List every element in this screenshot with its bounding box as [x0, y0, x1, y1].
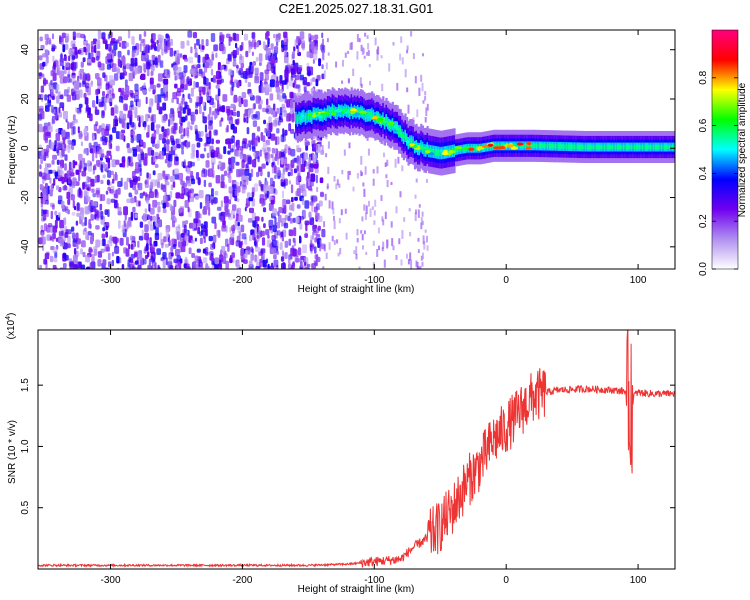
snr-scale-exponent: 4	[5, 316, 12, 320]
y-tick-label: 20	[20, 93, 31, 105]
x-tick-label: -100	[364, 275, 384, 286]
colorbar-gradient	[711, 29, 739, 270]
snr-scale-label: (x104)	[5, 313, 17, 340]
svg-text:(x104): (x104)	[5, 313, 17, 340]
colorbar-tick-label: 0.8	[698, 70, 709, 84]
colorbar-tick-label: 0.6	[698, 118, 709, 132]
snr-series-line	[38, 330, 675, 568]
snr-scale-prefix: (x10	[6, 319, 17, 339]
colorbar-tick-label: 0.4	[698, 166, 709, 180]
y-tick-label: -40	[20, 239, 31, 254]
snr-x-label: Height of straight line (km)	[298, 584, 415, 595]
spectrogram-y-axis: -40 -20 0 20 40	[20, 44, 675, 254]
spectrogram-x-label: Height of straight line (km)	[298, 284, 415, 295]
figure-title: C2E1.2025.027.18.31.G01	[279, 1, 434, 16]
x-tick-label: -200	[232, 575, 252, 586]
spectrogram-heatmap	[38, 30, 675, 269]
x-tick-label: -300	[101, 575, 121, 586]
snr-panel: -300 -200 -100 0 100 0.5 1.0 1.5 Height of str…	[5, 313, 676, 595]
y-tick-label: -20	[20, 190, 31, 205]
y-tick-label: 0	[20, 145, 31, 151]
colorbar-axis: 0.0 0.2 0.4 0.6 0.8	[698, 70, 738, 276]
y-tick-label: 40	[20, 44, 31, 56]
x-tick-label: -100	[364, 575, 384, 586]
spectrogram-y-label: Frequency (Hz)	[7, 116, 18, 185]
colorbar-tick-label: 0.2	[698, 214, 709, 228]
colorbar-label: Normalized spectral amplitude	[737, 82, 748, 217]
x-tick-label: 100	[630, 275, 647, 286]
y-tick-label: 1.0	[20, 439, 31, 453]
colorbar-tick-label: 0.0	[698, 262, 709, 276]
x-tick-label: -200	[232, 275, 252, 286]
snr-y-axis: 0.5 1.0 1.5	[20, 378, 675, 515]
snr-x-axis: -300 -200 -100 0 100	[101, 330, 647, 586]
snr-frame	[37, 329, 676, 570]
y-tick-label: 1.5	[20, 378, 31, 392]
x-tick-label: -300	[101, 275, 121, 286]
spectrogram-frame	[37, 29, 676, 270]
colorbar: 0.0 0.2 0.4 0.6 0.8 Normalized spectral ampl…	[698, 29, 748, 276]
x-tick-label: 0	[503, 575, 509, 586]
snr-y-label: SNR (10 * v/v)	[7, 420, 18, 484]
y-tick-label: 0.5	[20, 500, 31, 514]
x-tick-label: 0	[503, 275, 509, 286]
x-tick-label: 100	[630, 575, 647, 586]
spectrogram-x-axis: -300 -200 -100 0 100	[101, 30, 647, 286]
